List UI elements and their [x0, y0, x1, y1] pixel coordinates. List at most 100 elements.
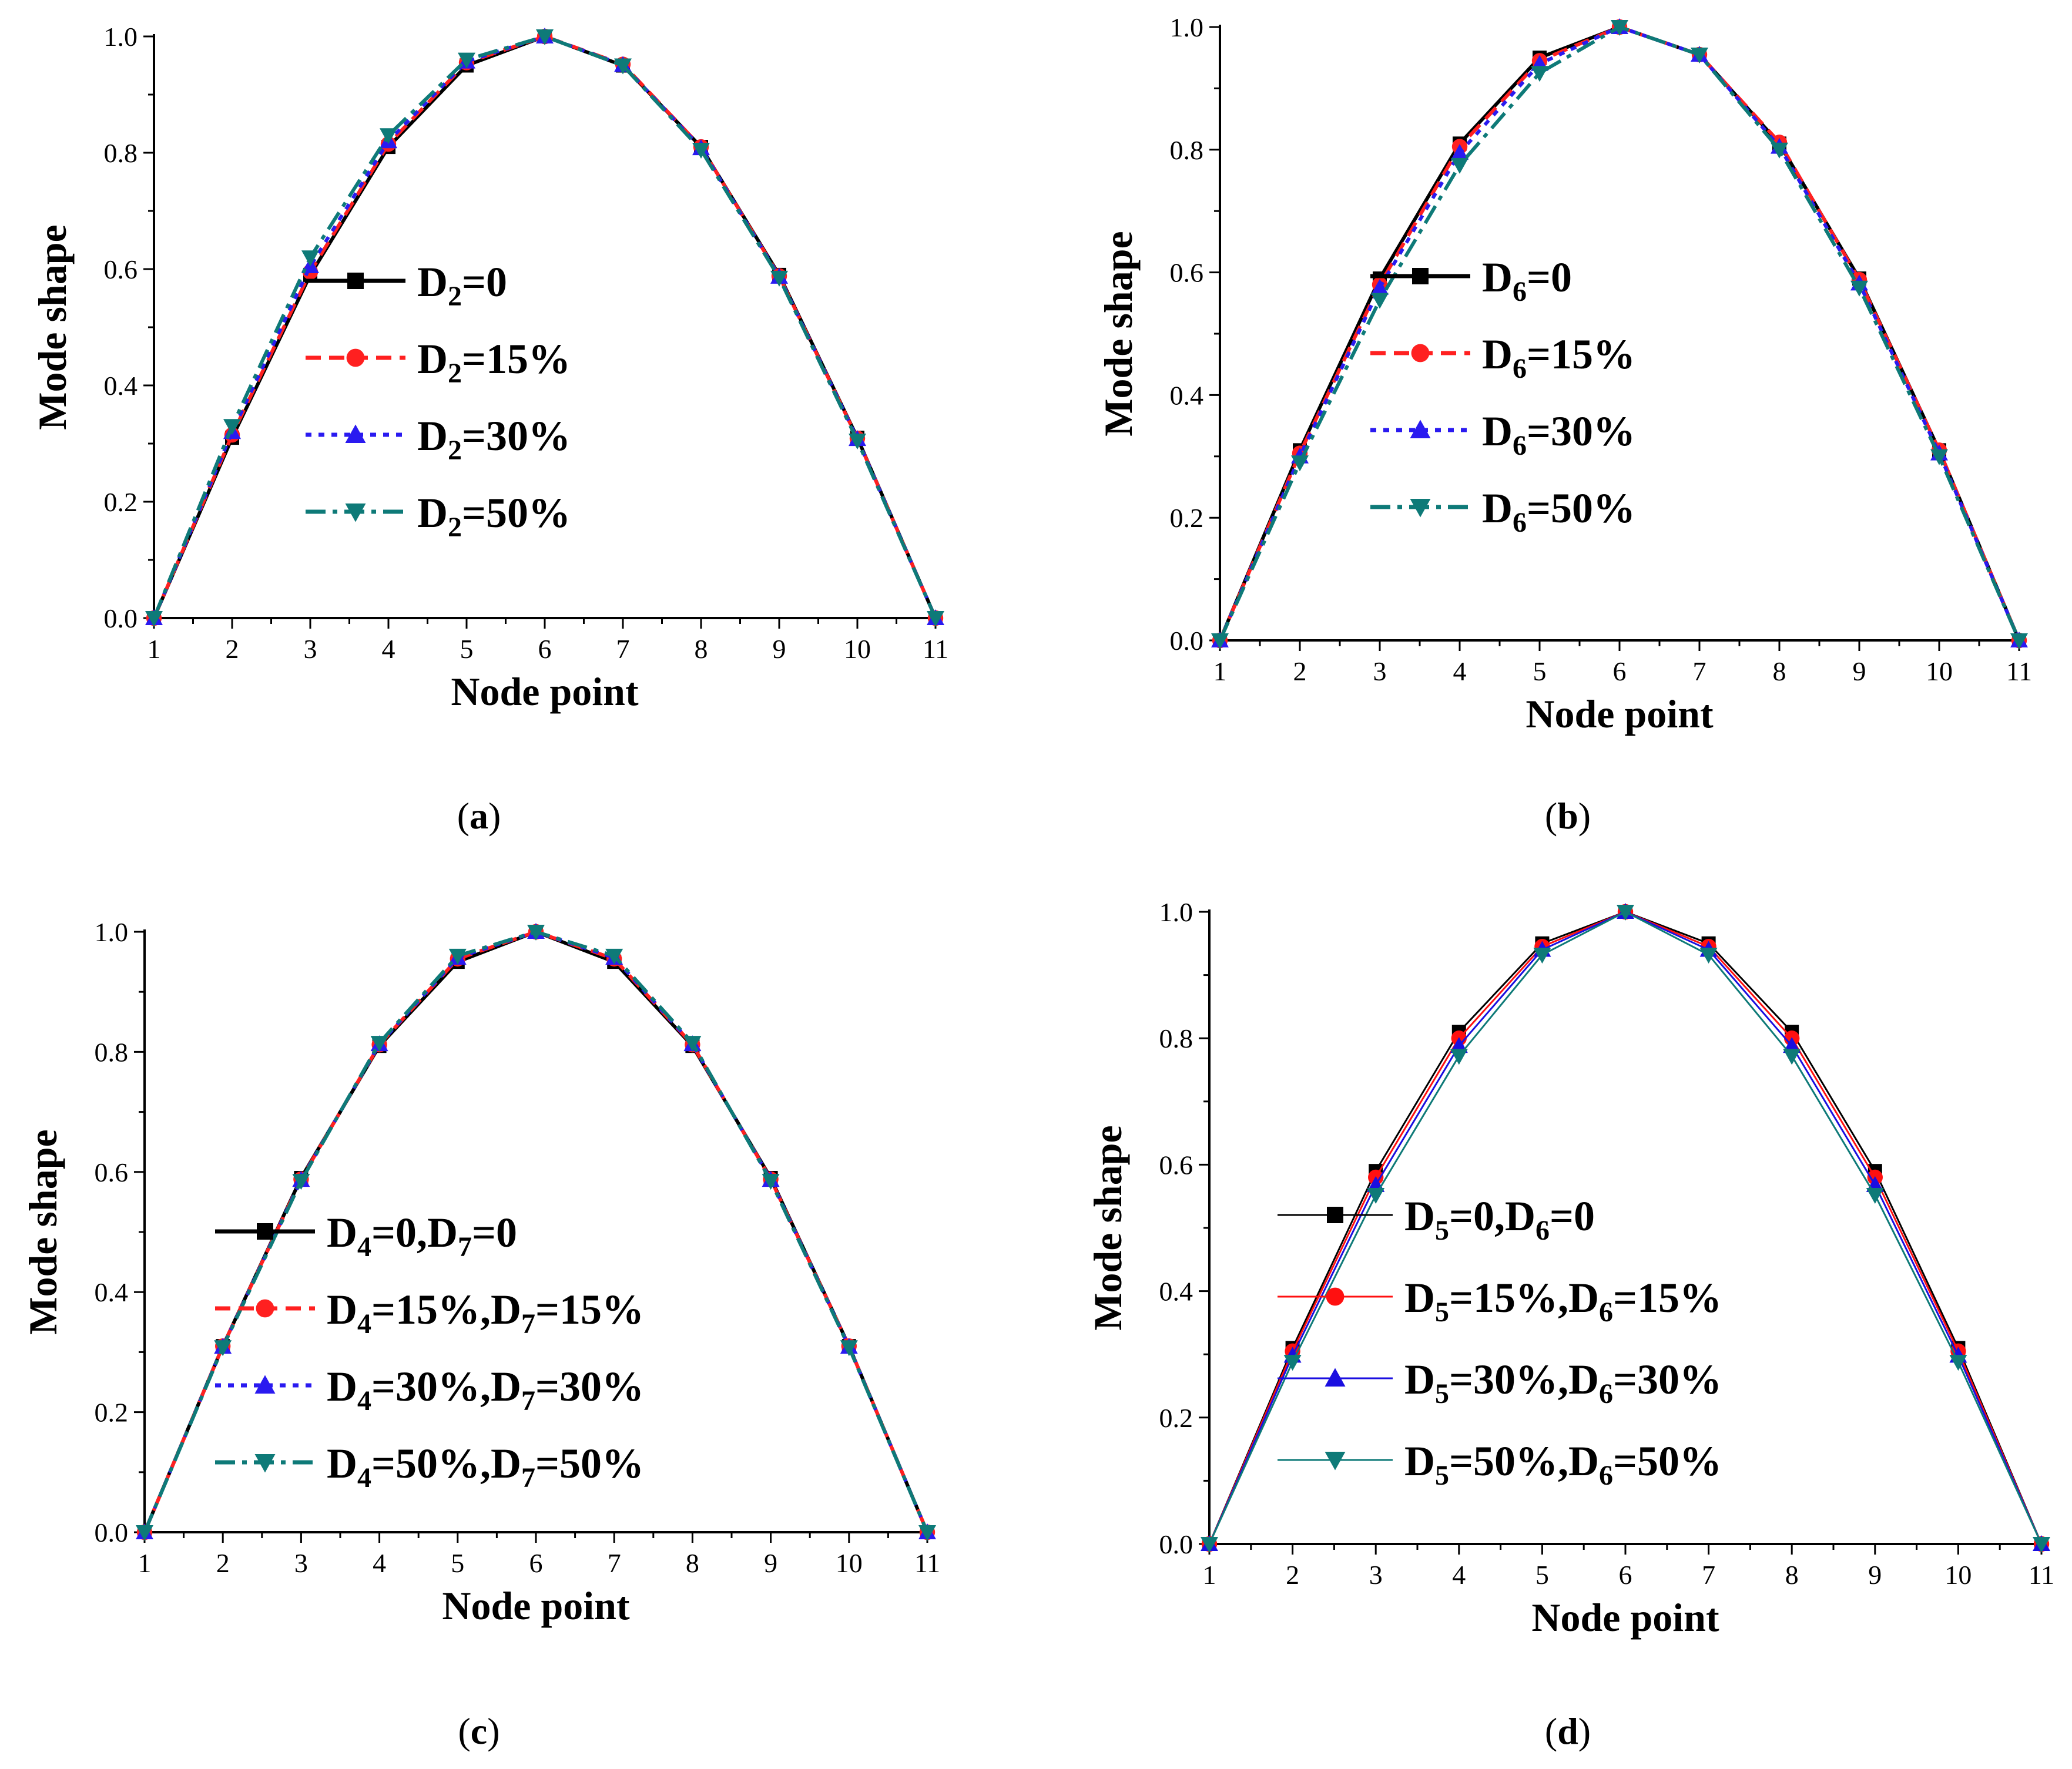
legend-text-part: D	[417, 335, 448, 382]
x-tick-label: 10	[844, 634, 871, 664]
data-point	[292, 1174, 310, 1190]
legend-marker	[1410, 499, 1431, 518]
legend-text-part: D	[327, 1286, 357, 1333]
data-point	[614, 58, 632, 75]
legend-marker	[1410, 419, 1431, 438]
legend-text-part: =50%,D	[371, 1440, 521, 1487]
caption-part: (	[1545, 1710, 1557, 1752]
x-tick-label: 10	[1926, 656, 1953, 686]
data-point	[605, 948, 623, 965]
y-tick-label: 0.0	[95, 1518, 129, 1548]
x-tick-label: 1	[147, 634, 161, 664]
y-axis-label: Mode shape	[30, 224, 75, 429]
legend-text-part: D	[1482, 485, 1513, 532]
data-point	[762, 1174, 780, 1190]
legend-text-part: =30%,D	[1449, 1356, 1599, 1403]
legend-label: D4=30%,D7=30%	[327, 1363, 644, 1416]
data-point	[1611, 20, 1628, 36]
data-point	[145, 611, 163, 627]
x-tick-label: 8	[1773, 656, 1786, 686]
legend-label: D6=30%	[1482, 408, 1635, 461]
x-tick-label: 2	[1286, 1560, 1299, 1590]
x-tick-label: 7	[1702, 1560, 1715, 1590]
legend: D2=0D2=15%D2=30%D2=50%	[306, 259, 571, 543]
legend-subscript: 7	[521, 1462, 535, 1493]
data-point	[918, 1525, 936, 1541]
legend-subscript: 4	[357, 1385, 371, 1416]
x-tick-label: 10	[836, 1548, 863, 1578]
legend-marker	[257, 1223, 273, 1240]
legend-text-part: =50%,D	[1449, 1438, 1599, 1485]
legend-text-part: =0	[472, 1209, 517, 1256]
legend-subscript: 5	[1435, 1460, 1449, 1491]
legend-marker	[347, 273, 364, 289]
legend-text-part: =50%	[1527, 485, 1635, 532]
data-point	[536, 29, 554, 45]
caption-part: )	[1578, 1710, 1591, 1752]
x-tick-label: 1	[1203, 1560, 1216, 1590]
caption-part: (	[458, 1710, 470, 1752]
panel-caption: (c)	[458, 1710, 499, 1752]
data-point	[1949, 1355, 1967, 1371]
data-point	[1850, 280, 1868, 297]
legend-label: D5=0,D6=0	[1404, 1193, 1595, 1246]
caption-part: c	[471, 1710, 487, 1752]
caption-part: a	[470, 795, 488, 837]
x-tick-label: 4	[373, 1548, 386, 1578]
legend-subscript: 2	[448, 435, 462, 466]
y-axis-label: Mode shape	[1096, 231, 1141, 436]
legend-label: D5=50%,D6=50%	[1404, 1438, 1722, 1491]
x-tick-label: 6	[1619, 1560, 1632, 1590]
y-tick-label: 0.2	[1159, 1403, 1193, 1433]
caption-part: )	[488, 795, 501, 837]
y-tick-label: 0.6	[104, 254, 138, 284]
x-axis-label: Node point	[451, 669, 639, 714]
legend-marker	[1326, 1287, 1345, 1306]
legend-subscript: 6	[1513, 507, 1527, 538]
y-tick-label: 1.0	[95, 917, 129, 947]
data-point	[770, 270, 788, 287]
legend-subscript: 7	[521, 1385, 535, 1416]
legend-text-part: =0	[1527, 254, 1572, 301]
y-tick-label: 0.2	[104, 487, 138, 517]
data-point	[1201, 1537, 1218, 1553]
legend-marker	[345, 503, 366, 522]
x-tick-label: 5	[460, 634, 474, 664]
legend-text-part: =15%	[1527, 331, 1635, 378]
chart-panel-d: 1 2 3 4 5 6 7 8 9 10 11 0.0 0.2 0.4 0.6 0.8 1.0 Node poin…	[1085, 897, 2054, 1752]
data-point	[1367, 1188, 1385, 1204]
y-tick-label: 0.8	[1170, 135, 1204, 165]
y-tick-label: 0.4	[1170, 380, 1204, 410]
data-point	[1783, 1049, 1801, 1065]
legend-marker	[346, 348, 365, 367]
data-point	[1930, 449, 1948, 465]
legend-marker	[1327, 1207, 1343, 1223]
y-tick-label: 0.4	[104, 371, 138, 401]
x-tick-label: 4	[1452, 1560, 1466, 1590]
x-tick-label: 8	[686, 1548, 699, 1578]
legend-text-part: D	[327, 1209, 357, 1256]
legend-text-part: D	[417, 259, 448, 306]
legend-text-part: =50%	[1613, 1438, 1722, 1485]
x-tick-label: 7	[1693, 656, 1706, 686]
x-tick-label: 4	[382, 634, 395, 664]
legend: D4=0,D7=0D4=15%,D7=15%D4=30%,D7=30%D4=50…	[215, 1209, 644, 1493]
legend-text-part: D	[1404, 1356, 1435, 1403]
legend-label: D2=15%	[417, 335, 571, 389]
caption-part: )	[487, 1710, 499, 1752]
legend-label: D6=50%	[1482, 485, 1635, 538]
x-tick-label: 8	[695, 634, 708, 664]
legend-subscript: 6	[1535, 1215, 1550, 1246]
legend-subscript: 4	[357, 1462, 371, 1493]
y-tick-label: 0.2	[1170, 503, 1204, 533]
y-tick-label: 0.2	[95, 1398, 129, 1428]
data-point	[683, 1036, 702, 1052]
data-point	[1371, 278, 1389, 295]
legend-subscript: 4	[357, 1231, 371, 1263]
x-tick-label: 10	[1944, 1560, 1972, 1590]
x-tick-label: 5	[1533, 656, 1547, 686]
data-point	[214, 1340, 232, 1357]
data-point	[849, 434, 866, 450]
x-tick-label: 8	[1785, 1560, 1799, 1590]
